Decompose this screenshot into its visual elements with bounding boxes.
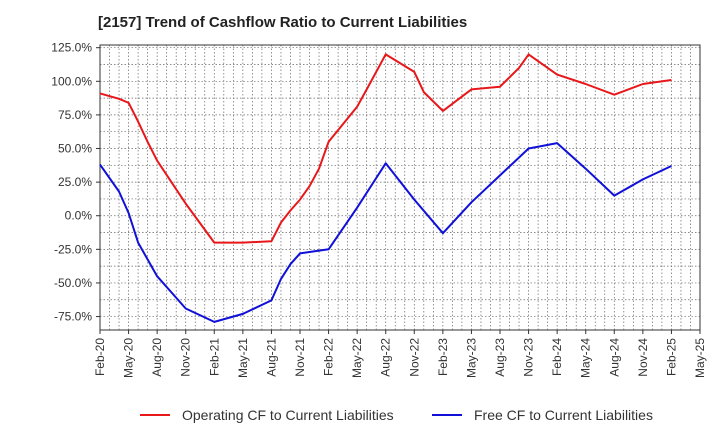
x-tick-label: May-24 (579, 338, 593, 378)
x-tick-label: Feb-21 (207, 338, 221, 376)
x-tick-label: Feb-22 (322, 338, 336, 376)
x-tick-label: Nov-24 (636, 338, 650, 377)
x-tick-label: Aug-23 (493, 338, 507, 377)
x-tick-label: Aug-20 (150, 338, 164, 377)
plot-frame (99, 44, 701, 331)
x-tick-label: Nov-21 (293, 338, 307, 377)
series-line-operating-cf (99, 53, 672, 244)
x-tick-label: Nov-23 (522, 338, 536, 377)
y-tick-label: -75.0% (54, 310, 92, 324)
y-tick-label: 100.0% (51, 74, 92, 88)
y-tick-label: -50.0% (54, 276, 92, 290)
x-tick-label: Aug-22 (379, 338, 393, 377)
x-tick-label: May-20 (122, 338, 136, 378)
x-tick-label: May-25 (693, 338, 707, 378)
y-tick-label: -25.0% (54, 242, 92, 256)
x-tick-label: Nov-20 (179, 338, 193, 377)
x-tick-label: May-23 (464, 338, 478, 378)
x-tick-label: Feb-20 (93, 338, 107, 376)
legend-label-free-cf: Free CF to Current Liabilities (474, 407, 653, 423)
chart-title: [2157] Trend of Cashflow Ratio to Curren… (98, 14, 468, 31)
y-tick-label: 75.0% (58, 108, 92, 122)
x-tick-label: Feb-23 (436, 338, 450, 376)
y-tick-label: 0.0% (65, 209, 93, 223)
y-tick-label: 25.0% (58, 175, 92, 189)
x-tick-label: Feb-24 (550, 338, 564, 376)
x-tick-label: Aug-24 (607, 338, 621, 377)
x-tick-label: May-21 (236, 338, 250, 378)
series-line-free-cf (99, 142, 672, 323)
x-tick-label: Nov-22 (407, 338, 421, 377)
x-tick-label: Feb-25 (664, 338, 678, 376)
x-tick-label: May-22 (350, 338, 364, 378)
y-tick-label: 125.0% (51, 41, 92, 55)
y-tick-label: 50.0% (58, 142, 92, 156)
legend-label-operating-cf: Operating CF to Current Liabilities (182, 407, 394, 423)
x-tick-label: Aug-21 (264, 338, 278, 377)
